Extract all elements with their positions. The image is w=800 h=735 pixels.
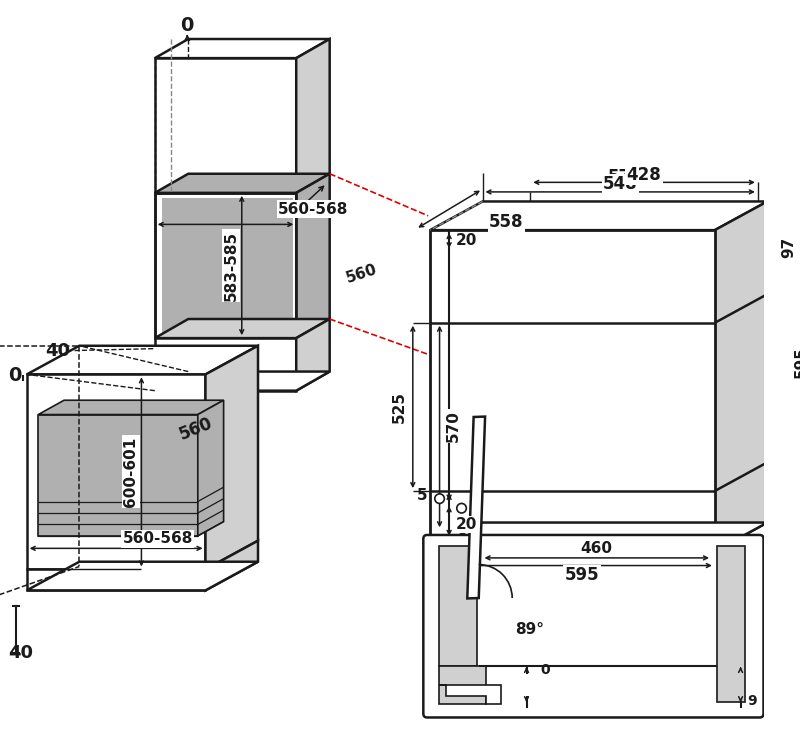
Text: 560-568: 560-568	[278, 201, 349, 217]
Polygon shape	[198, 401, 224, 536]
Text: 595: 595	[794, 346, 800, 378]
Text: 9: 9	[747, 695, 757, 709]
Text: 40: 40	[9, 645, 34, 662]
Polygon shape	[155, 372, 330, 391]
Polygon shape	[38, 401, 224, 415]
Polygon shape	[717, 546, 746, 702]
Polygon shape	[155, 58, 296, 193]
Text: 0: 0	[541, 663, 550, 677]
Text: 0: 0	[181, 16, 194, 35]
Text: 460: 460	[580, 541, 612, 556]
Text: 0: 0	[8, 366, 21, 385]
Polygon shape	[296, 173, 330, 338]
Circle shape	[434, 494, 444, 503]
Polygon shape	[296, 39, 330, 193]
Text: 600-601: 600-601	[123, 437, 138, 507]
Text: 20: 20	[456, 233, 477, 248]
Polygon shape	[467, 417, 485, 598]
Polygon shape	[430, 230, 714, 238]
Polygon shape	[206, 541, 258, 590]
Polygon shape	[155, 338, 296, 391]
Text: 560-568: 560-568	[122, 531, 193, 546]
Polygon shape	[26, 570, 206, 590]
Polygon shape	[438, 666, 486, 704]
Text: 595: 595	[565, 566, 599, 584]
Polygon shape	[162, 198, 294, 334]
Polygon shape	[26, 345, 258, 374]
Polygon shape	[155, 173, 330, 193]
Polygon shape	[430, 201, 767, 230]
Polygon shape	[430, 230, 714, 551]
Text: 560: 560	[344, 262, 378, 286]
Text: 560: 560	[177, 414, 215, 444]
Text: 20: 20	[456, 517, 477, 532]
FancyBboxPatch shape	[423, 535, 763, 717]
Text: 525: 525	[392, 391, 407, 423]
Text: 5: 5	[417, 488, 428, 503]
Text: 548: 548	[603, 175, 638, 193]
Polygon shape	[296, 319, 330, 391]
Text: 558: 558	[490, 212, 524, 231]
Text: 570: 570	[608, 168, 642, 186]
Text: 583-585: 583-585	[224, 231, 238, 301]
Text: 40: 40	[45, 342, 70, 359]
Polygon shape	[26, 562, 258, 590]
Text: 89°: 89°	[515, 622, 544, 637]
Polygon shape	[430, 523, 767, 551]
Polygon shape	[38, 415, 198, 536]
Polygon shape	[438, 546, 477, 666]
Circle shape	[457, 503, 466, 513]
Polygon shape	[155, 319, 330, 338]
Text: 428: 428	[626, 165, 662, 184]
Polygon shape	[26, 374, 206, 570]
Polygon shape	[714, 201, 767, 551]
Text: 97: 97	[781, 237, 796, 258]
Text: 570: 570	[446, 410, 461, 442]
Polygon shape	[206, 345, 258, 570]
Polygon shape	[155, 39, 330, 58]
Polygon shape	[438, 685, 501, 704]
